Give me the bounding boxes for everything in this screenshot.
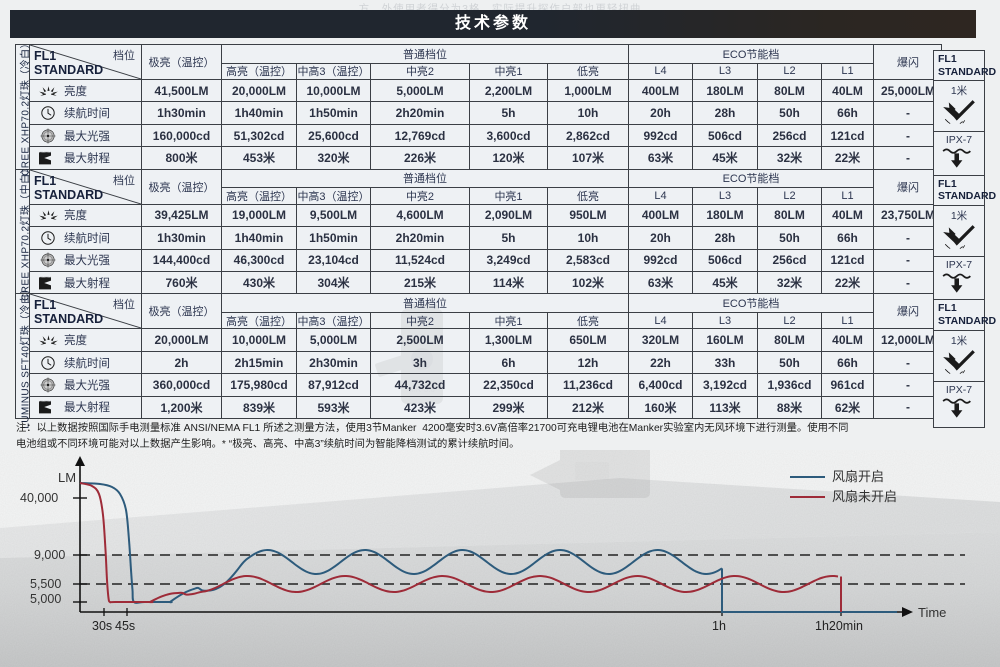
svg-text:45s: 45s	[115, 619, 135, 633]
svg-text:30s: 30s	[92, 619, 112, 633]
svg-text:LM: LM	[58, 470, 76, 485]
svg-text:5,000: 5,000	[30, 592, 61, 606]
svg-text:风扇未开启: 风扇未开启	[832, 489, 897, 504]
svg-text:9,000: 9,000	[34, 548, 65, 562]
svg-text:Time: Time	[918, 605, 946, 620]
svg-text:40,000: 40,000	[20, 491, 58, 505]
svg-text:风扇开启: 风扇开启	[832, 469, 884, 484]
svg-text:1h: 1h	[712, 619, 726, 633]
svg-text:5,500: 5,500	[30, 577, 61, 591]
svg-text:1h20min: 1h20min	[815, 619, 863, 633]
